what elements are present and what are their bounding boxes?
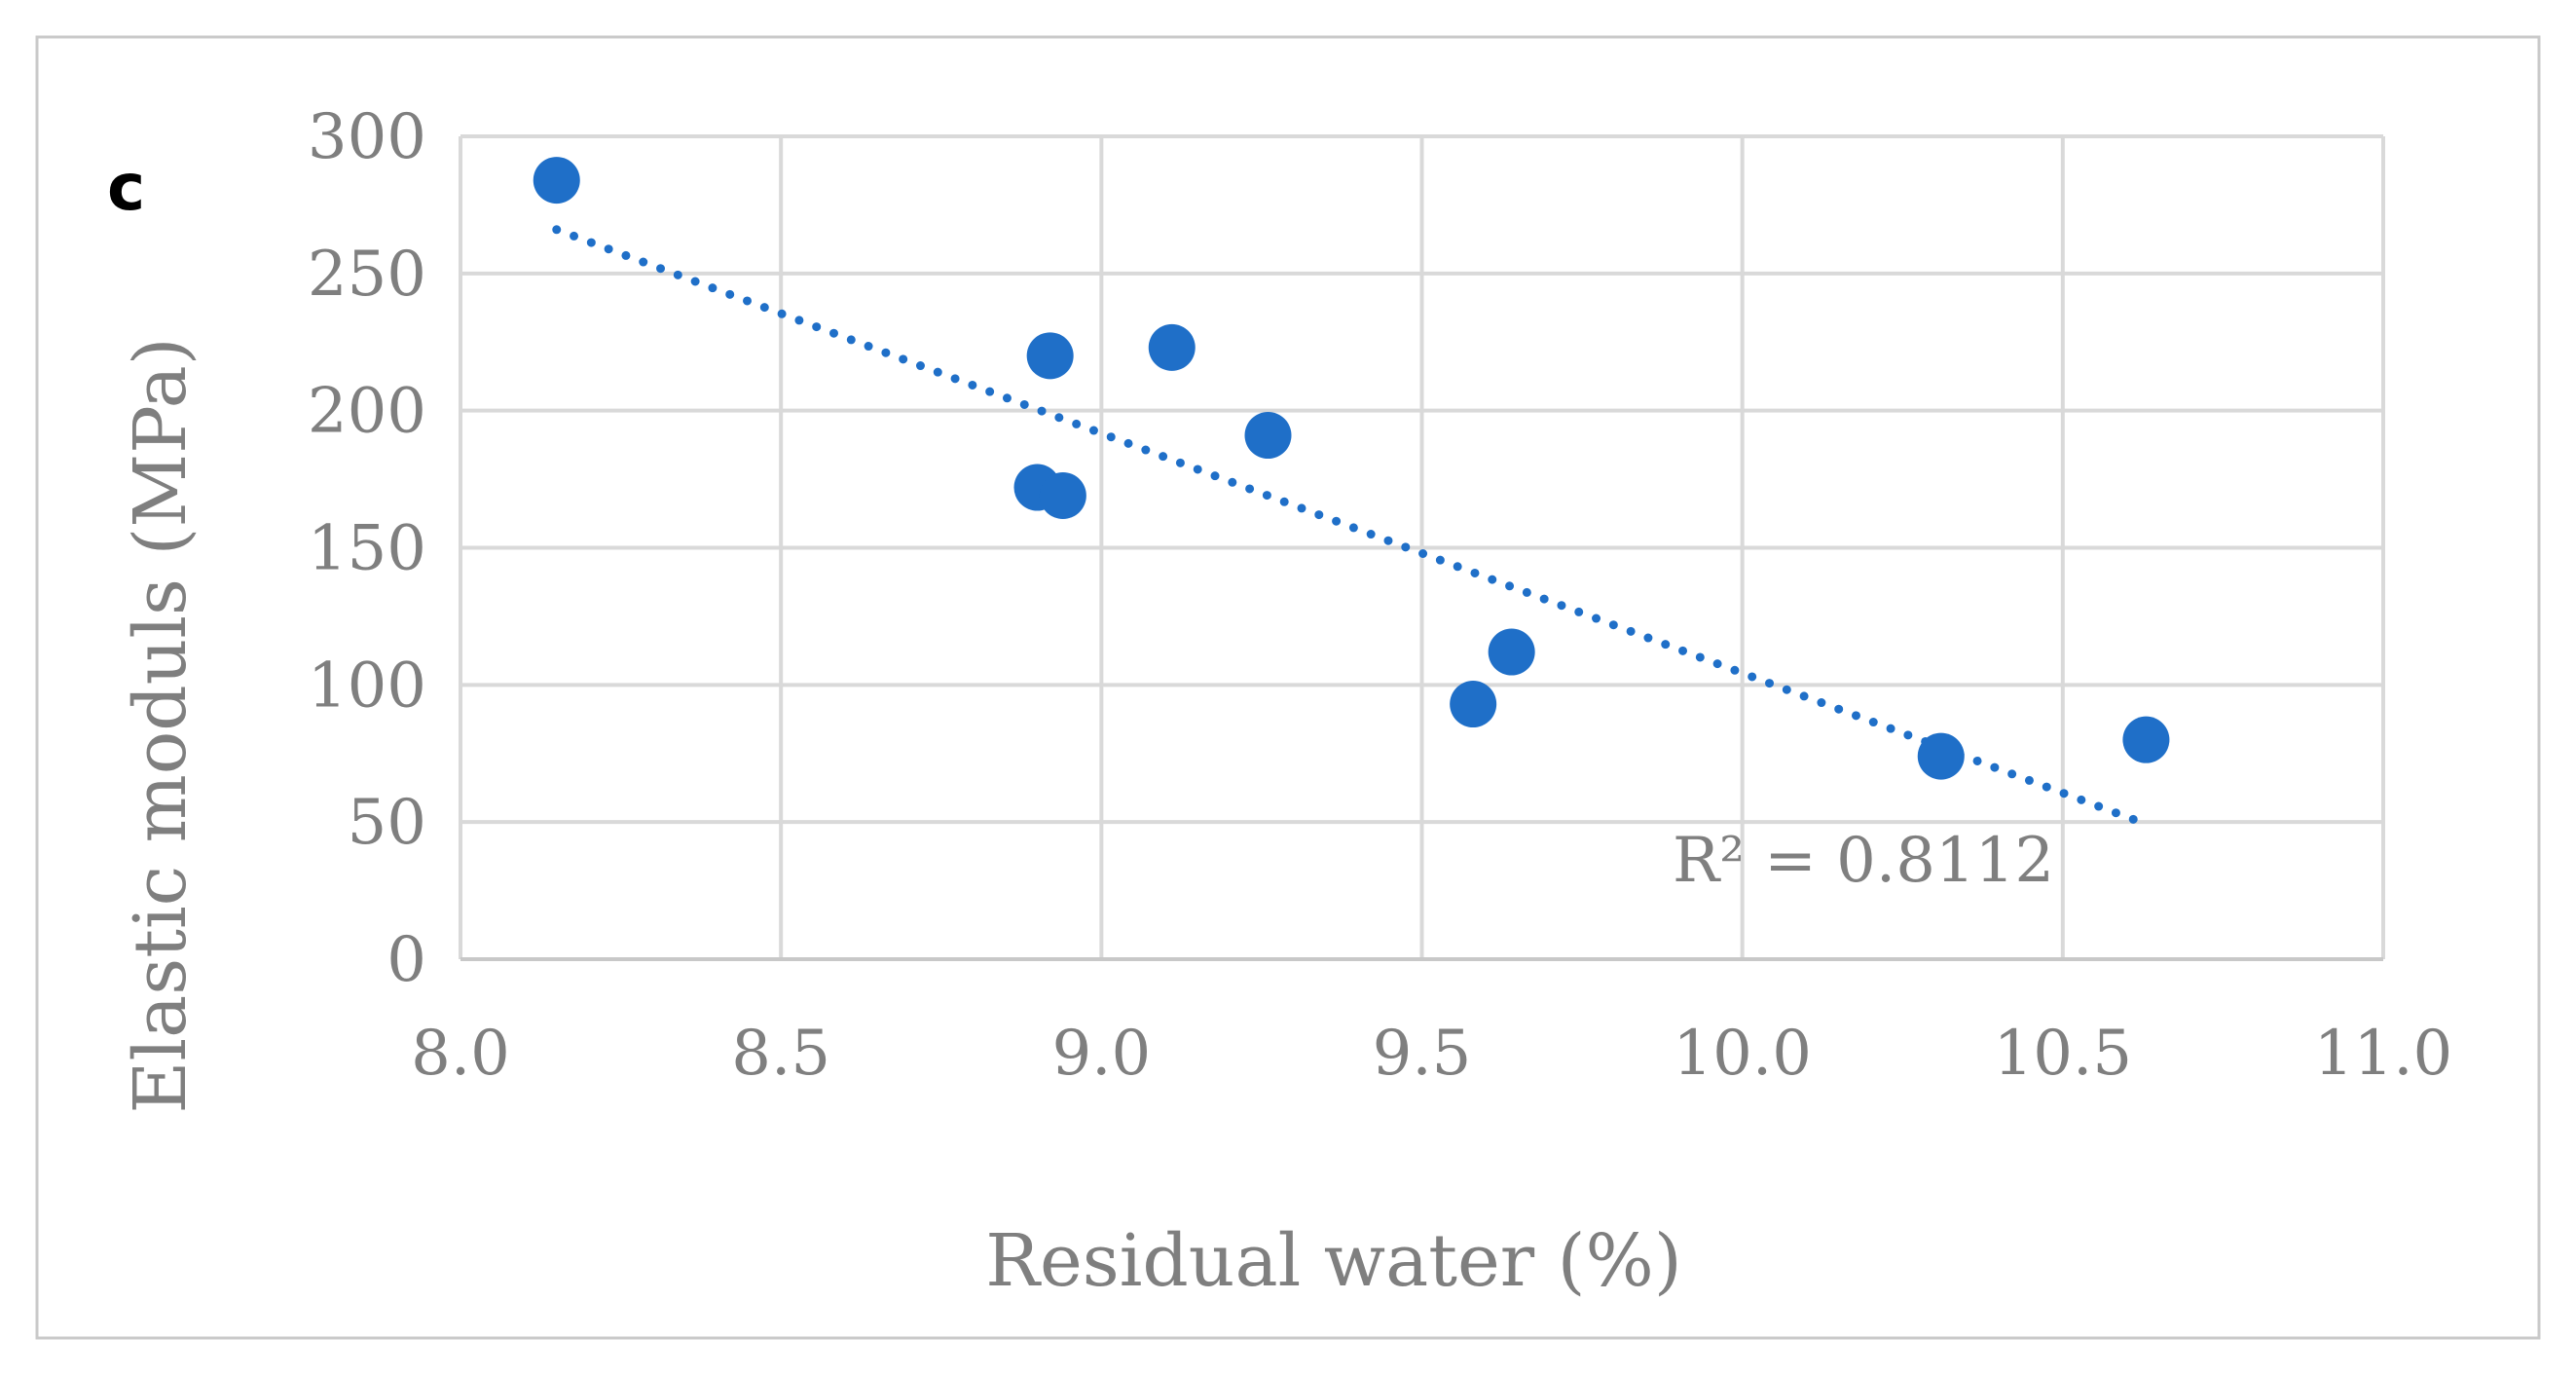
y-tick-label: 100 (308, 650, 426, 722)
y-tick-label: 0 (386, 924, 426, 996)
chart-frame (35, 35, 2541, 1340)
x-tick-label: 8.5 (731, 1018, 830, 1090)
y-tick-label: 150 (308, 513, 426, 585)
x-tick-label: 9.0 (1051, 1018, 1151, 1090)
data-point (1450, 681, 1497, 728)
data-point (1148, 323, 1196, 371)
y-tick-label: 200 (308, 376, 426, 448)
data-point (533, 157, 580, 204)
y-tick-label: 50 (348, 787, 426, 859)
x-axis-title: Residual water (%) (985, 1219, 1681, 1303)
data-points (533, 157, 2170, 780)
data-point (1039, 471, 1086, 519)
y-tick-label: 250 (308, 239, 426, 311)
tick-labels: 0 50 100 150 200 250 300 8.0 8.5 9.0 9.5 10.0 10.5 11… (308, 101, 2452, 1090)
trendline-group (552, 225, 2138, 824)
x-tick-label: 10.5 (1994, 1018, 2133, 1090)
y-tick-label: 300 (308, 101, 426, 173)
gridlines (459, 134, 2385, 959)
x-tick-label: 8.0 (411, 1018, 510, 1090)
panel-label: c (107, 150, 145, 225)
x-tick-label: 10.0 (1673, 1018, 1812, 1090)
data-point (1026, 332, 1074, 380)
data-point (1244, 412, 1292, 460)
y-axis-title: Elastic moduls (MPa) (119, 337, 202, 1113)
r-squared-label: R² = 0.8112 (1673, 825, 2054, 897)
x-tick-label: 11.0 (2314, 1018, 2453, 1090)
data-point (1488, 628, 1535, 676)
data-point (1917, 732, 1965, 780)
trendline (552, 225, 2138, 824)
data-point (2122, 716, 2170, 763)
x-tick-label: 9.5 (1373, 1018, 1472, 1090)
